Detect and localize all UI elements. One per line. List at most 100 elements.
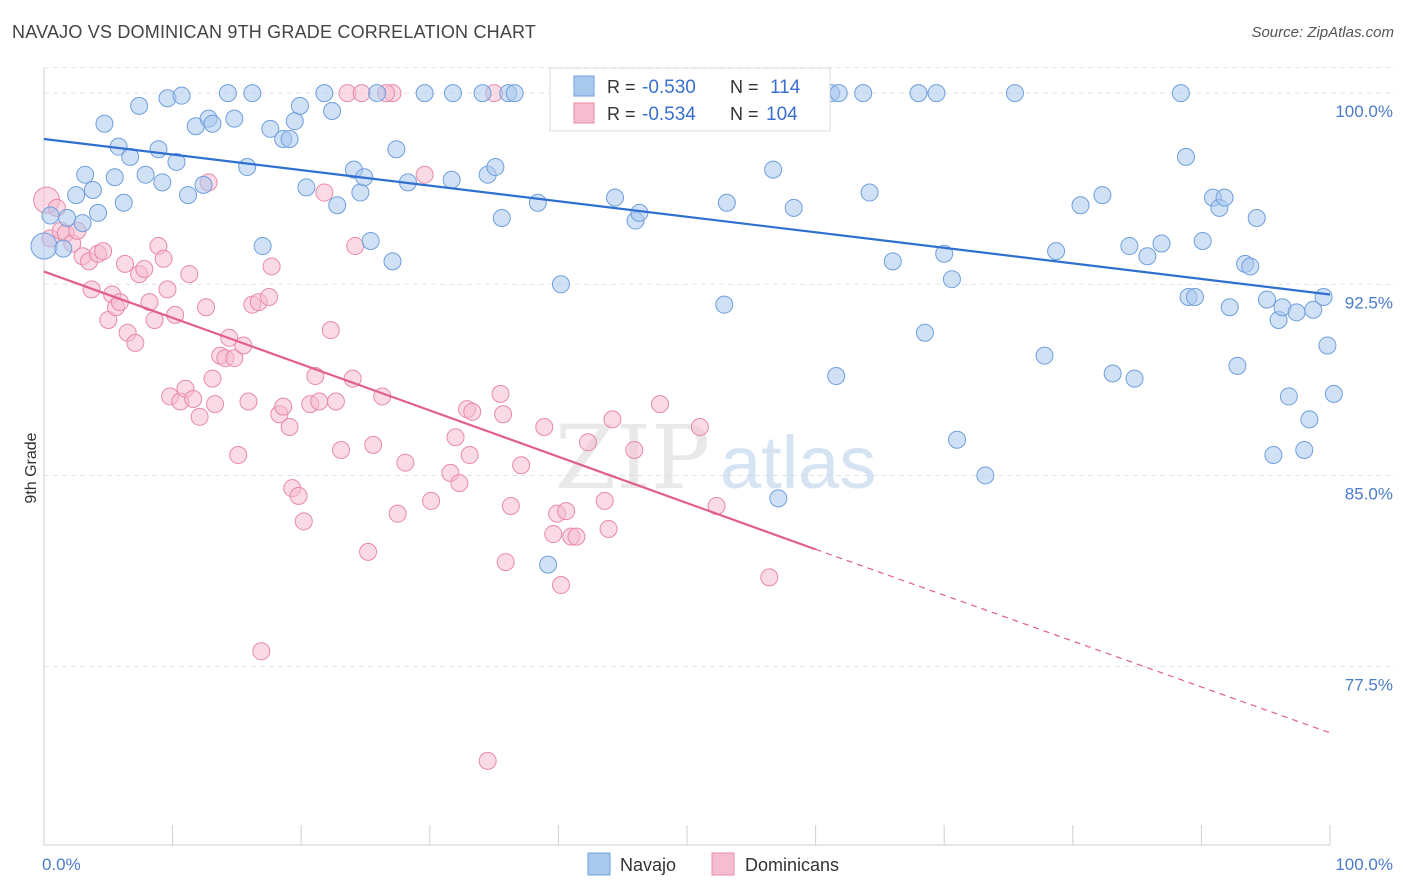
navajo-point — [415, 84, 434, 103]
dominicans-point — [280, 418, 299, 437]
legend-r-label-dominicans: R = — [607, 104, 636, 124]
dominicans-point — [567, 527, 586, 546]
legend-swatch-dominicans — [573, 102, 595, 124]
navajo-point — [605, 188, 624, 207]
navajo-point — [1314, 288, 1333, 307]
dominicans-point — [225, 349, 244, 368]
legend-n-label-dominicans: N = — [730, 104, 759, 124]
navajo-point — [58, 209, 77, 228]
navajo-point — [883, 252, 902, 271]
navajo-point — [784, 198, 803, 217]
dominicans-point — [396, 453, 415, 472]
navajo-point — [1220, 298, 1239, 317]
navajo-point — [76, 165, 95, 184]
navajo-point — [717, 193, 736, 212]
navajo-point — [1005, 84, 1024, 103]
series-legend-label-dominicans: Dominicans — [745, 855, 839, 875]
navajo-point — [551, 275, 570, 294]
trend-line-dominicans — [43, 270, 816, 551]
navajo-point — [149, 140, 168, 159]
navajo-point — [323, 101, 342, 120]
navajo-point — [114, 193, 133, 212]
dominicans-point — [595, 491, 614, 510]
dominicans-point — [262, 257, 281, 276]
dominicans-point — [180, 265, 199, 284]
navajo-point — [1138, 247, 1157, 266]
navajo-point — [1047, 242, 1066, 261]
dominicans-point — [494, 405, 513, 424]
navajo-point — [927, 84, 946, 103]
dominicans-point — [239, 392, 258, 411]
y-tick-label: 77.5% — [1345, 676, 1393, 695]
trend-line-navajo — [43, 137, 1331, 296]
navajo-point — [73, 214, 92, 233]
navajo-point — [238, 158, 257, 177]
navajo-point — [1264, 446, 1283, 465]
navajo-point — [1093, 186, 1112, 205]
navajo-point — [203, 114, 222, 133]
dominicans-point — [625, 440, 644, 459]
navajo-point — [1318, 336, 1337, 355]
navajo-point — [194, 175, 213, 194]
dominicans-point — [578, 433, 597, 452]
dominicans-point — [326, 392, 345, 411]
navajo-point — [915, 323, 934, 342]
navajo-point — [83, 180, 102, 199]
dominicans-point — [512, 456, 531, 475]
series-legend: Navajo Dominicans — [587, 852, 839, 876]
navajo-point — [361, 231, 380, 250]
navajo-point — [368, 84, 387, 103]
navajo-point — [1300, 410, 1319, 429]
dominicans-point — [544, 525, 563, 544]
dominicans-point — [422, 491, 441, 510]
navajo-point — [285, 112, 304, 131]
navajo-point — [829, 84, 848, 103]
navajo-point — [1257, 290, 1276, 309]
dominicans-point — [154, 249, 173, 268]
dominicans-point — [274, 397, 293, 416]
navajo-point — [473, 84, 492, 103]
navajo-point — [315, 84, 334, 103]
y-axis-title: 9th Grade — [23, 432, 40, 503]
dominicans-point — [135, 259, 154, 278]
navajo-point — [261, 119, 280, 138]
navajo-point — [630, 203, 649, 222]
navajo-point — [1247, 209, 1266, 228]
navajo-point — [443, 84, 462, 103]
navajo-point — [1324, 384, 1343, 403]
chart-title: NAVAJO VS DOMINICAN 9TH GRADE CORRELATIO… — [12, 22, 537, 42]
navajo-point — [383, 252, 402, 271]
source-label: Source: ZipAtlas.com — [1251, 24, 1394, 41]
series-legend-swatch-dominicans — [711, 852, 735, 876]
dominicans-point — [388, 504, 407, 523]
legend-n-label-navajo: N = — [730, 77, 759, 97]
navajo-point — [539, 555, 558, 574]
navajo-point — [1125, 369, 1144, 388]
trend-line-dominicans-extension — [815, 548, 1331, 734]
navajo-point — [1304, 300, 1323, 319]
dominicans-point — [197, 298, 216, 317]
dominicans-point — [463, 402, 482, 421]
legend-r-value-dominicans: -0.534 — [642, 104, 696, 125]
series-legend-swatch-navajo — [587, 852, 611, 876]
navajo-point — [1215, 188, 1234, 207]
navajo-point — [1241, 257, 1260, 276]
navajo-point — [130, 96, 149, 115]
dominicans-point — [359, 542, 378, 561]
y-tick-label: 92.5% — [1345, 293, 1393, 312]
dominicans-point — [760, 568, 779, 587]
dominicans-point — [491, 384, 510, 403]
navajo-point — [769, 489, 788, 508]
navajo-point — [225, 109, 244, 128]
navajo-point — [351, 183, 370, 202]
dominicans-point — [206, 395, 225, 414]
dominicans-point — [203, 369, 222, 388]
dominicans-point — [190, 407, 209, 426]
navajo-point — [1185, 288, 1204, 307]
dominicans-point — [289, 486, 308, 505]
navajo-point — [854, 84, 873, 103]
navajo-point — [89, 203, 108, 222]
dominicans-point — [496, 553, 515, 572]
navajo-point — [492, 209, 511, 228]
y-tick-label: 100.0% — [1335, 102, 1393, 121]
